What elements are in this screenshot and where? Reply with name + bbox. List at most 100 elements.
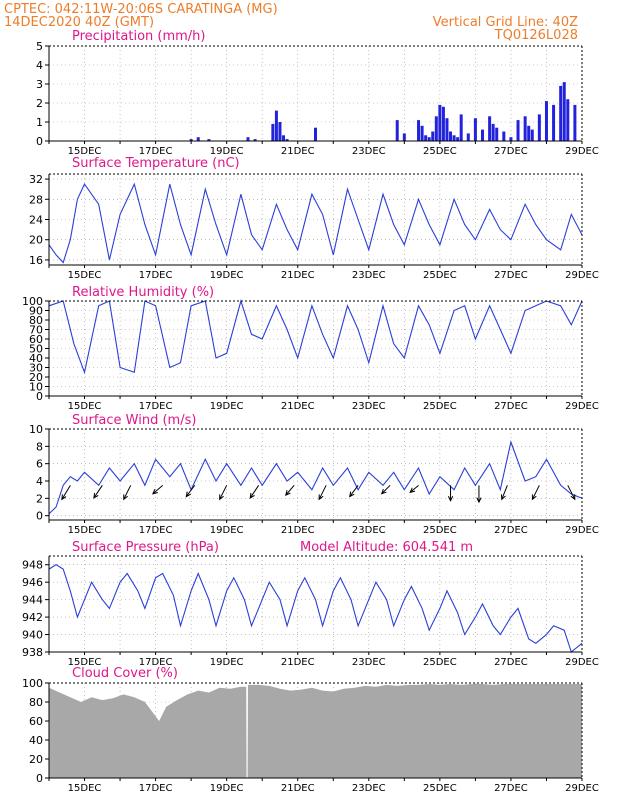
- y-tick-label: 10: [29, 381, 43, 394]
- x-tick-label: 25DEC: [423, 525, 457, 536]
- precip-bar: [431, 131, 435, 141]
- wind-arrow-head: [123, 494, 128, 501]
- precip-bar: [481, 129, 485, 141]
- x-tick-label: 29DEC: [565, 146, 599, 157]
- y-tick-label: 20: [29, 753, 43, 766]
- x-tick-label: 21DEC: [281, 401, 315, 412]
- precip-bar: [189, 139, 193, 141]
- precip-bar: [544, 101, 548, 141]
- x-tick-label: 29DEC: [565, 783, 599, 794]
- x-tick-label: 27DEC: [494, 657, 528, 668]
- y-tick-label: 0: [36, 135, 43, 148]
- precip-bar: [488, 116, 492, 141]
- x-tick-label: 15DEC: [68, 783, 102, 794]
- wind-arrow-head: [447, 496, 454, 502]
- x-tick-label: 27DEC: [494, 401, 528, 412]
- precip-bar: [427, 137, 431, 141]
- wind-arrow-head: [185, 491, 191, 498]
- x-tick-label: 15DEC: [68, 146, 102, 157]
- x-tick-label: 27DEC: [494, 783, 528, 794]
- wind-panel: Surface Wind (m/s) 0 2 4 6 8 10 15DEC 17DEC 19DE…: [29, 413, 599, 536]
- wind-arrow: [349, 485, 359, 497]
- x-tick-label: 19DEC: [210, 657, 244, 668]
- y-tick-label: 40: [29, 734, 43, 747]
- y-tick-label: 32: [29, 173, 43, 186]
- x-tick-label: 27DEC: [494, 146, 528, 157]
- precip-bar: [562, 82, 566, 141]
- x-tick-label: 23DEC: [352, 146, 386, 157]
- x-tick-label: 29DEC: [565, 525, 599, 536]
- precip-bar: [246, 137, 250, 141]
- wind-title: Surface Wind (m/s): [72, 413, 196, 428]
- precip-bar: [516, 120, 520, 141]
- y-tick-label: 50: [29, 343, 43, 356]
- y-tick-label: 942: [22, 611, 43, 624]
- precip-bar: [445, 118, 449, 141]
- x-tick-label: 17DEC: [139, 525, 173, 536]
- y-tick-label: 40: [29, 352, 43, 365]
- x-tick-label: 17DEC: [139, 783, 173, 794]
- y-tick-label: 0: [36, 772, 43, 785]
- y-tick-label: 60: [29, 333, 43, 346]
- precip-bar: [314, 127, 317, 141]
- x-tick-label: 23DEC: [352, 657, 386, 668]
- x-tick-label: 21DEC: [281, 657, 315, 668]
- header-date: 14DEC2020 40Z (GMT): [4, 15, 154, 30]
- y-tick-label: 5: [36, 40, 43, 53]
- wind-arrow: [409, 484, 419, 493]
- x-tick-label: 25DEC: [423, 657, 457, 668]
- x-tick-label: 19DEC: [210, 783, 244, 794]
- precip-bar: [452, 135, 456, 141]
- x-tick-label: 29DEC: [565, 657, 599, 668]
- wind-arrow-head: [249, 492, 255, 499]
- precip-bar: [417, 120, 421, 141]
- x-tick-label: 23DEC: [352, 525, 386, 536]
- precip-bar: [402, 133, 406, 141]
- y-tick-label: 2: [36, 97, 43, 110]
- precip-bar: [459, 114, 463, 141]
- rh-title: Relative Humidity (%): [72, 285, 214, 300]
- y-tick-label: 0: [36, 510, 43, 523]
- wind-arrow-head: [61, 494, 67, 501]
- y-tick-label: 80: [29, 696, 43, 709]
- header: CPTEC: 042:11W-20:06S CARATINGA (MG) 14D…: [4, 2, 578, 43]
- y-tick-label: 3: [36, 78, 43, 91]
- wind-arrow: [152, 484, 164, 495]
- x-tick-label: 21DEC: [281, 525, 315, 536]
- x-tick-label: 25DEC: [423, 146, 457, 157]
- precip-bar: [530, 129, 534, 141]
- header-model-id: TQ0126L028: [494, 28, 578, 43]
- precip-bar: [552, 104, 556, 141]
- precip-bar: [573, 104, 577, 141]
- y-tick-label: 90: [29, 305, 43, 318]
- y-tick-label: 4: [36, 475, 43, 488]
- precip-bar: [438, 104, 442, 141]
- precip-bar: [495, 127, 499, 141]
- rh-line: [48, 299, 583, 375]
- y-tick-label: 2: [36, 492, 43, 505]
- precip-bar: [523, 116, 527, 141]
- precip-bar: [207, 139, 211, 141]
- wind-arrow-head: [500, 494, 506, 501]
- precip-bar: [509, 137, 513, 141]
- rh-panel: Relative Humidity (%) 010203040506070809…: [22, 285, 599, 412]
- wind-arrow-head: [476, 497, 482, 504]
- x-tick-label: 19DEC: [210, 525, 244, 536]
- precip-bar: [253, 139, 257, 141]
- precip-bar: [424, 135, 428, 141]
- x-tick-label: 15DEC: [68, 525, 102, 536]
- x-tick-label: 29DEC: [565, 270, 599, 281]
- y-tick-label: 6: [36, 458, 43, 471]
- x-tick-label: 21DEC: [281, 783, 315, 794]
- wind-arrow: [501, 485, 508, 500]
- precip-bar: [456, 137, 460, 141]
- header-location: CPTEC: 042:11W-20:06S CARATINGA (MG): [4, 2, 278, 17]
- wind-arrow: [93, 485, 103, 499]
- header-grid-line: Vertical Grid Line: 40Z: [433, 15, 578, 30]
- y-tick-label: 940: [22, 629, 43, 642]
- x-tick-label: 17DEC: [139, 401, 173, 412]
- press-altitude: Model Altitude: 604.541 m: [300, 540, 473, 555]
- x-tick-label: 25DEC: [423, 270, 457, 281]
- x-tick-label: 25DEC: [423, 401, 457, 412]
